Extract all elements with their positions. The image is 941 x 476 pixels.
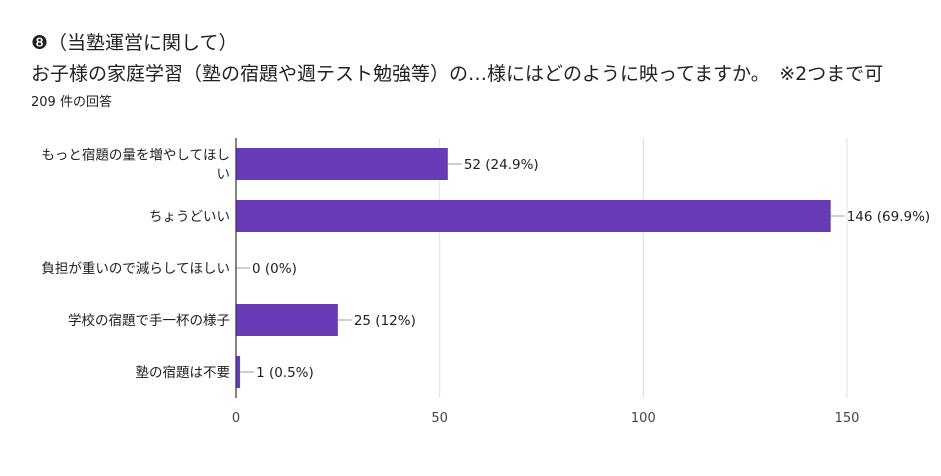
bar bbox=[236, 356, 241, 388]
response-count: 209 件の回答 bbox=[31, 95, 112, 110]
category-label: 学校の宿題で手一杯の様子 bbox=[68, 312, 230, 329]
question-text: お子様の家庭学習（塾の宿題や週テスト勉強等）の…様にはどのように映ってますか。 … bbox=[31, 63, 884, 85]
bar bbox=[236, 304, 338, 336]
value-label: 0 (0%) bbox=[252, 261, 297, 277]
value-label: 1 (0.5%) bbox=[256, 365, 314, 381]
category-label: い bbox=[217, 167, 231, 183]
x-tick-label: 0 bbox=[232, 411, 240, 426]
value-label: 52 (24.9%) bbox=[464, 157, 539, 173]
x-tick-label: 150 bbox=[835, 411, 860, 426]
question-number-title: ❽（当塾運営に関して） bbox=[31, 32, 238, 54]
value-label: 146 (69.9%) bbox=[847, 209, 930, 225]
x-tick-label: 100 bbox=[631, 411, 656, 426]
category-label: もっと宿題の量を増やしてほし bbox=[41, 147, 230, 164]
value-label: 25 (12%) bbox=[354, 313, 416, 329]
category-label: 負担が重いので減らしてほしい bbox=[41, 260, 230, 277]
bar bbox=[236, 200, 831, 232]
bar bbox=[236, 148, 448, 180]
x-tick-label: 50 bbox=[431, 411, 448, 426]
category-label: 塾の宿題は不要 bbox=[136, 364, 231, 381]
category-label: ちょうどいい bbox=[149, 209, 230, 225]
